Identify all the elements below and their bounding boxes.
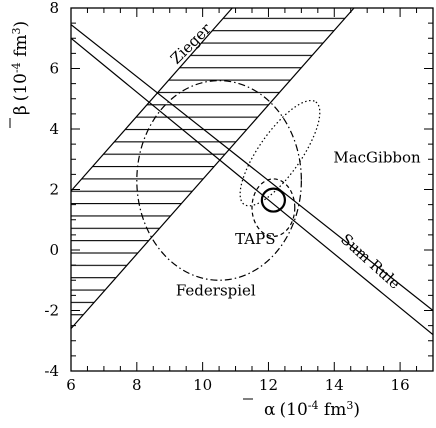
- y-tick-label: 6: [49, 60, 59, 78]
- inner-solid-contour: [260, 187, 287, 213]
- zieger-band-lower-edge: [71, 8, 355, 330]
- x-tick-label: 16: [391, 376, 410, 394]
- federspiel-label: Federspiel: [176, 281, 256, 299]
- macgibbon-contour: [239, 99, 321, 207]
- y-axis-title: β(10-4 fm3): [10, 21, 31, 115]
- taps-contour: [251, 178, 296, 237]
- y-tick-label: 8: [49, 0, 59, 17]
- y-tick-label: -4: [44, 362, 59, 380]
- y-tick-label: -2: [44, 302, 59, 320]
- x-axis-title: α (10-4 fm3): [264, 399, 360, 420]
- ticks-layer: 6 8 10 12 14 16 -4 -2 0 2 4 6 8: [44, 0, 434, 394]
- taps-label: TAPS: [235, 230, 275, 248]
- x-tick-label: 14: [325, 376, 344, 394]
- y-tick-label: 2: [49, 181, 59, 199]
- y-tick-label: 4: [49, 120, 59, 138]
- sum-rule-band-upper-edge: [71, 24, 433, 311]
- x-axis-symbol: α: [264, 400, 276, 420]
- x-tick-label: 10: [193, 376, 212, 394]
- zieger-band-upper-edge: [71, 8, 233, 192]
- x-tick-label: 12: [259, 376, 278, 394]
- contours-layer: [136, 80, 321, 281]
- x-tick-label: 8: [132, 376, 142, 394]
- y-axis-symbol: β: [11, 105, 31, 115]
- macgibbon-label: MacGibbon: [333, 148, 421, 166]
- federspiel-contour: [136, 80, 302, 281]
- y-tick-label: 0: [49, 241, 59, 259]
- bands-layer: [71, 8, 433, 336]
- y-axis-title-group: β(10-4 fm3): [9, 21, 31, 128]
- sum-rule-band-lower-edge: [71, 37, 433, 336]
- x-tick-label: 6: [66, 376, 76, 394]
